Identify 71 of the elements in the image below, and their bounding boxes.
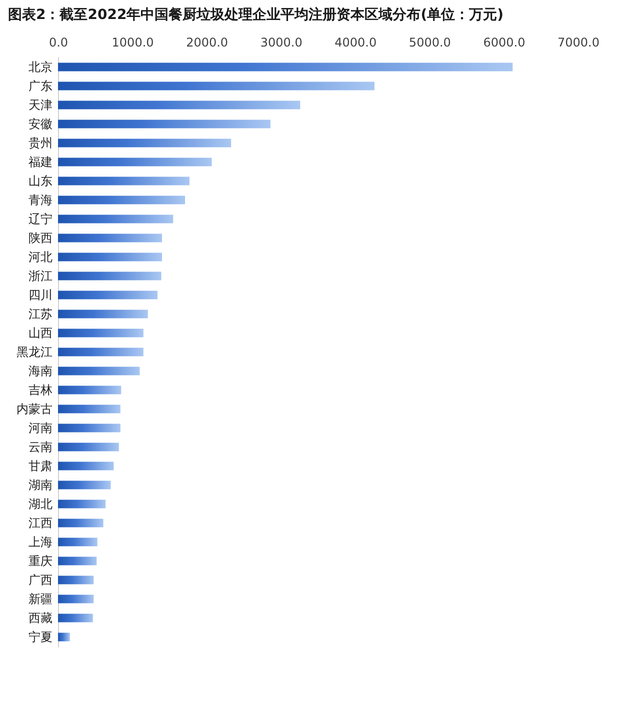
chart-title: 图表2：截至2022年中国餐厨垃圾处理企业平均注册资本区域分布(单位：万元) [8, 6, 504, 23]
bar [58, 538, 98, 546]
y-tick-label: 上海 [28, 535, 52, 550]
y-tick-label: 山东 [28, 174, 52, 188]
y-tick-label: 河北 [28, 250, 52, 264]
bar [58, 176, 190, 186]
bar [58, 234, 162, 242]
bar [58, 556, 97, 566]
x-tick-label: 0.0 [48, 36, 68, 50]
bar [58, 196, 186, 204]
x-tick-label: 3000.0 [260, 36, 302, 50]
y-tick-label: 辽宁 [28, 212, 52, 226]
bar [58, 480, 111, 490]
y-tick-label: 广西 [28, 573, 52, 588]
bar [58, 500, 106, 508]
bar [58, 252, 162, 262]
bar [58, 82, 374, 90]
bar [58, 348, 144, 356]
bar [58, 614, 93, 622]
y-tick-label: 新疆 [28, 592, 52, 606]
bar [58, 632, 70, 642]
bar [58, 62, 513, 72]
bar [58, 138, 232, 148]
y-tick-label: 浙江 [28, 268, 52, 283]
bar [58, 290, 158, 300]
bar [58, 594, 94, 604]
y-tick-label: 宁夏 [28, 630, 52, 644]
bar [58, 272, 162, 280]
y-tick-label: 江苏 [28, 306, 52, 321]
y-tick-label: 云南 [28, 440, 52, 454]
bar [58, 442, 119, 452]
bar [58, 310, 148, 318]
bar [58, 424, 120, 432]
y-tick-label: 湖南 [28, 478, 52, 492]
x-tick-label: 5000.0 [408, 36, 451, 50]
y-tick-label: 贵州 [28, 136, 52, 150]
bar [58, 404, 120, 414]
bar [58, 158, 212, 166]
bar [58, 100, 300, 110]
bar [58, 366, 140, 376]
y-tick-label: 青海 [28, 192, 52, 207]
bar [58, 328, 144, 338]
y-tick-label: 安徽 [28, 116, 52, 131]
y-tick-label: 北京 [28, 60, 52, 74]
y-tick-label: 四川 [28, 288, 52, 302]
y-tick-label: 山西 [28, 326, 52, 340]
bar [58, 386, 122, 394]
y-tick-label: 海南 [28, 364, 52, 378]
y-tick-label: 陕西 [28, 230, 52, 245]
bar [58, 462, 114, 470]
y-tick-label: 天津 [28, 98, 52, 112]
y-tick-label: 江西 [28, 516, 52, 530]
x-tick-label: 2000.0 [186, 36, 228, 50]
x-tick-label: 6000.0 [483, 36, 526, 50]
x-tick-label: 4000.0 [334, 36, 377, 50]
y-tick-label: 西藏 [28, 611, 52, 626]
y-tick-label: 河南 [28, 421, 52, 436]
bar [58, 214, 174, 224]
y-tick-label: 重庆 [28, 554, 52, 568]
y-tick-label: 黑龙江 [16, 345, 52, 359]
y-tick-label: 内蒙古 [16, 402, 52, 416]
bar [58, 576, 94, 584]
bar [58, 518, 104, 528]
x-tick-label: 7000.0 [558, 36, 600, 50]
y-tick-label: 甘肃 [28, 459, 52, 474]
y-tick-label: 吉林 [28, 383, 52, 398]
y-tick-label: 福建 [28, 154, 52, 169]
bar [58, 120, 270, 128]
x-tick-label: 1000.0 [112, 36, 154, 50]
y-tick-label: 湖北 [28, 497, 52, 512]
y-tick-label: 广东 [28, 78, 52, 93]
